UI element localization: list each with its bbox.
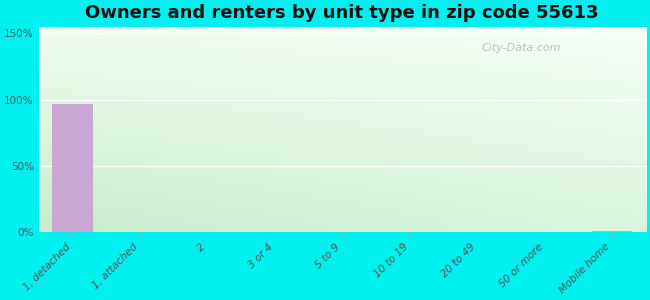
Bar [52,103,92,232]
Bar [592,231,632,232]
Title: Owners and renters by unit type in zip code 55613: Owners and renters by unit type in zip c… [86,4,599,22]
Text: City-Data.com: City-Data.com [482,43,562,53]
